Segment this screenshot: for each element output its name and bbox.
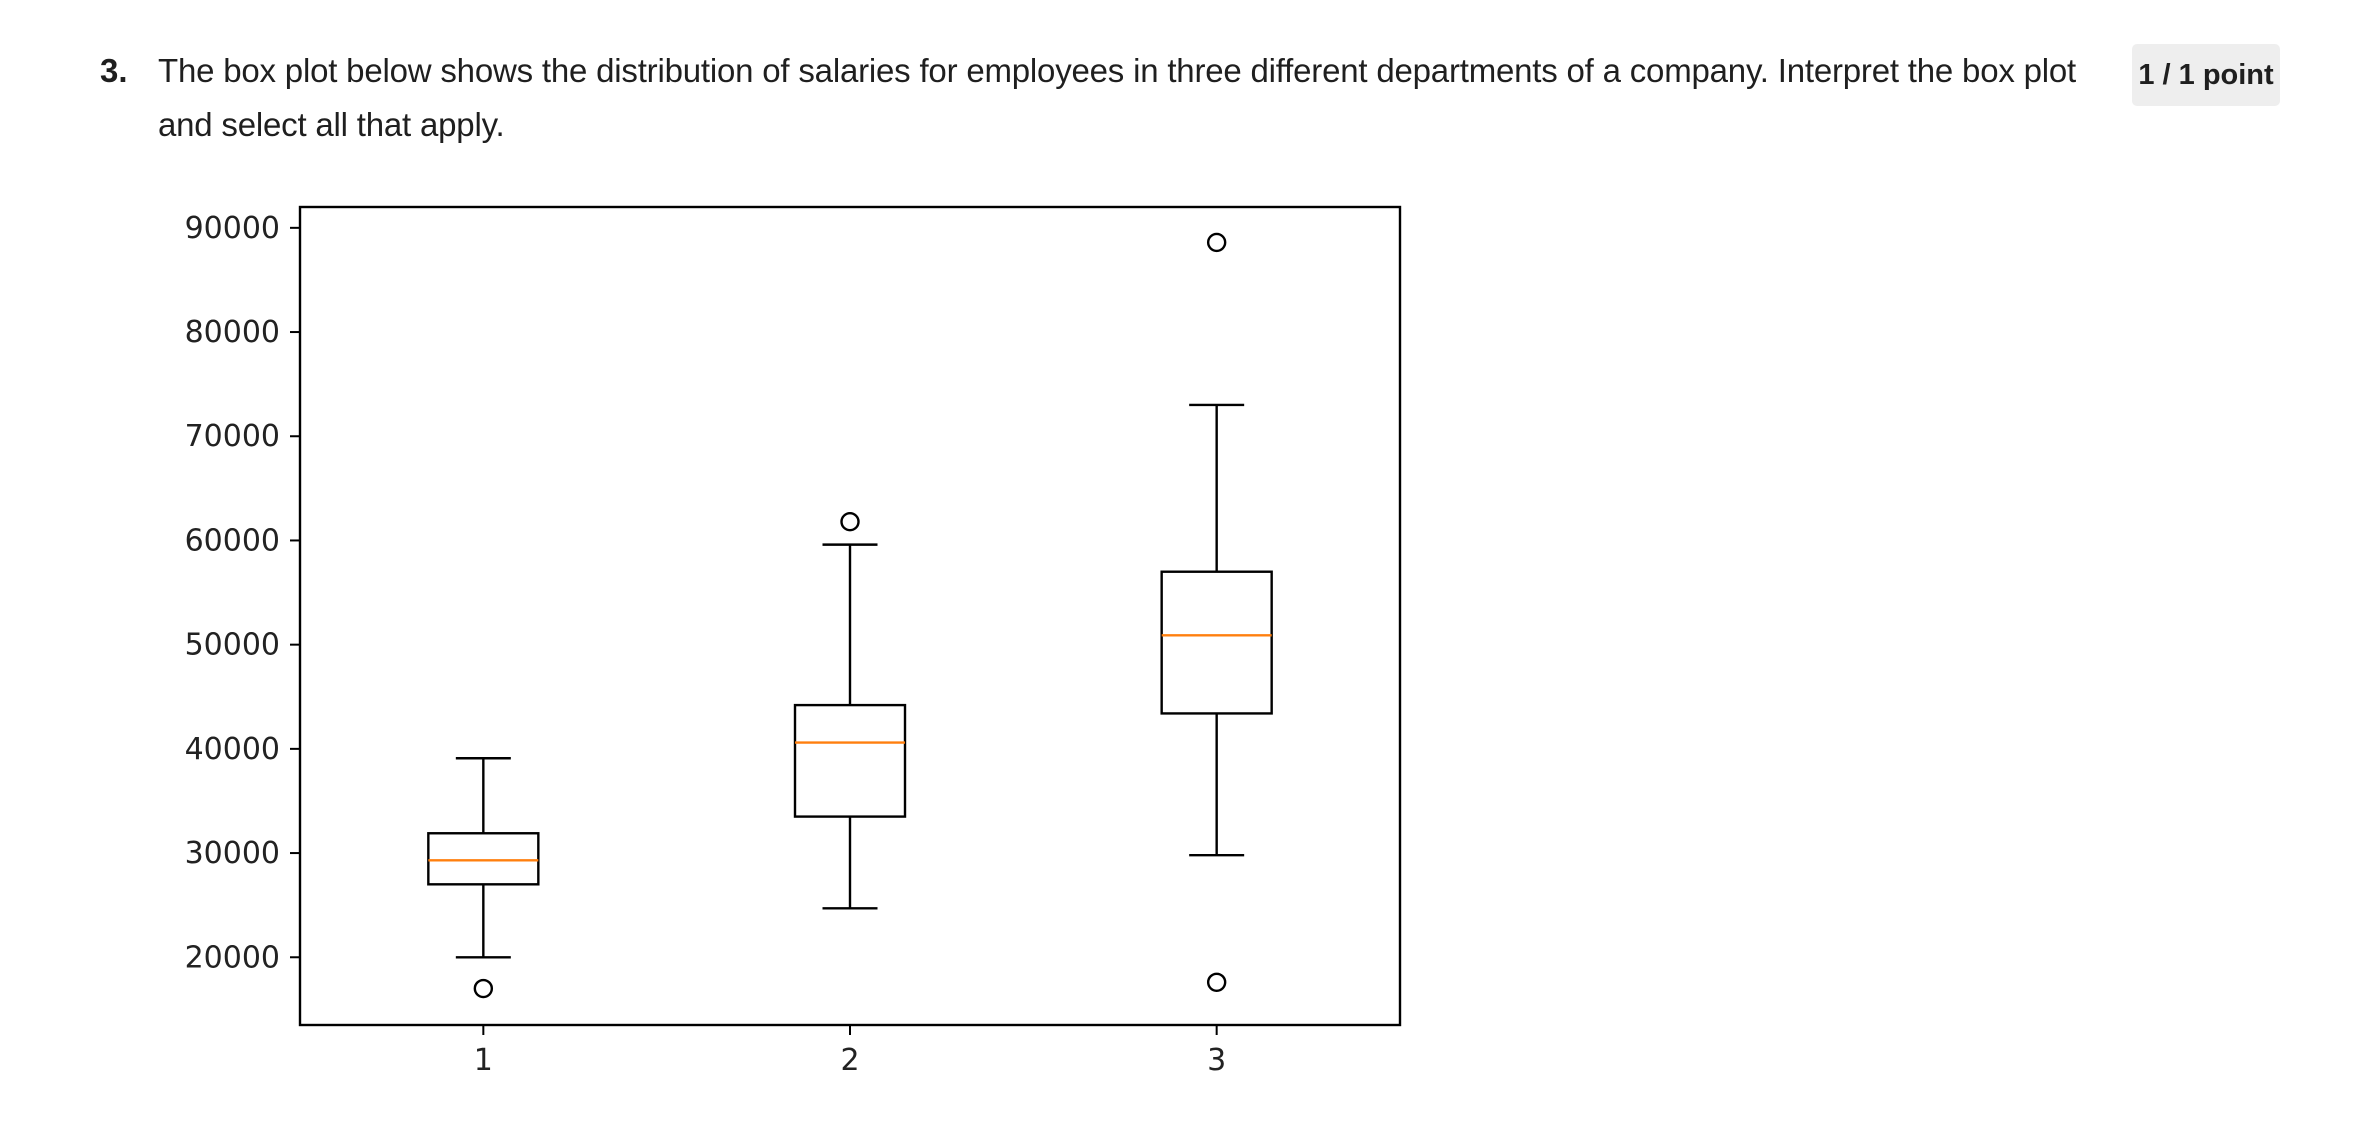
x-tick-label: 2: [840, 1043, 859, 1078]
y-tick-label: 20000: [185, 940, 280, 975]
box-2: [793, 511, 907, 910]
box-plot-chart: 20000 30000 40000 50000 60000 70000 80000 90000…: [185, 205, 1402, 1078]
y-tick-label: 90000: [185, 211, 280, 246]
y-tick-label: 80000: [185, 315, 280, 350]
plot-frame: [298, 205, 1402, 1027]
y-tick-label: 40000: [185, 732, 280, 767]
question-text: The box plot below shows the distributio…: [158, 52, 2077, 143]
y-tick-label: 60000: [185, 523, 280, 558]
outlier-point: [1206, 972, 1227, 992]
boxes: [427, 232, 1273, 999]
iqr-box: [427, 832, 540, 886]
points-badge: 1 / 1 point: [2132, 44, 2280, 106]
y-tick-label: 30000: [185, 836, 280, 871]
x-axis: 1 2 3: [474, 1025, 1226, 1078]
question: 3. The box plot below shows the distribu…: [100, 44, 2100, 152]
iqr-box: [793, 703, 907, 818]
iqr-box: [1160, 570, 1273, 715]
outlier-point: [840, 511, 860, 532]
box-3: [1160, 232, 1273, 992]
outlier-point: [1206, 232, 1227, 253]
outlier-point: [473, 978, 494, 999]
box-1: [427, 757, 540, 999]
question-number: 3.: [100, 52, 128, 89]
y-tick-label: 70000: [185, 419, 280, 454]
y-axis: 20000 30000 40000 50000 60000 70000 80000 90000: [185, 211, 300, 975]
x-tick-label: 1: [474, 1043, 493, 1078]
y-tick-label: 50000: [185, 628, 280, 663]
x-tick-label: 3: [1207, 1043, 1226, 1078]
